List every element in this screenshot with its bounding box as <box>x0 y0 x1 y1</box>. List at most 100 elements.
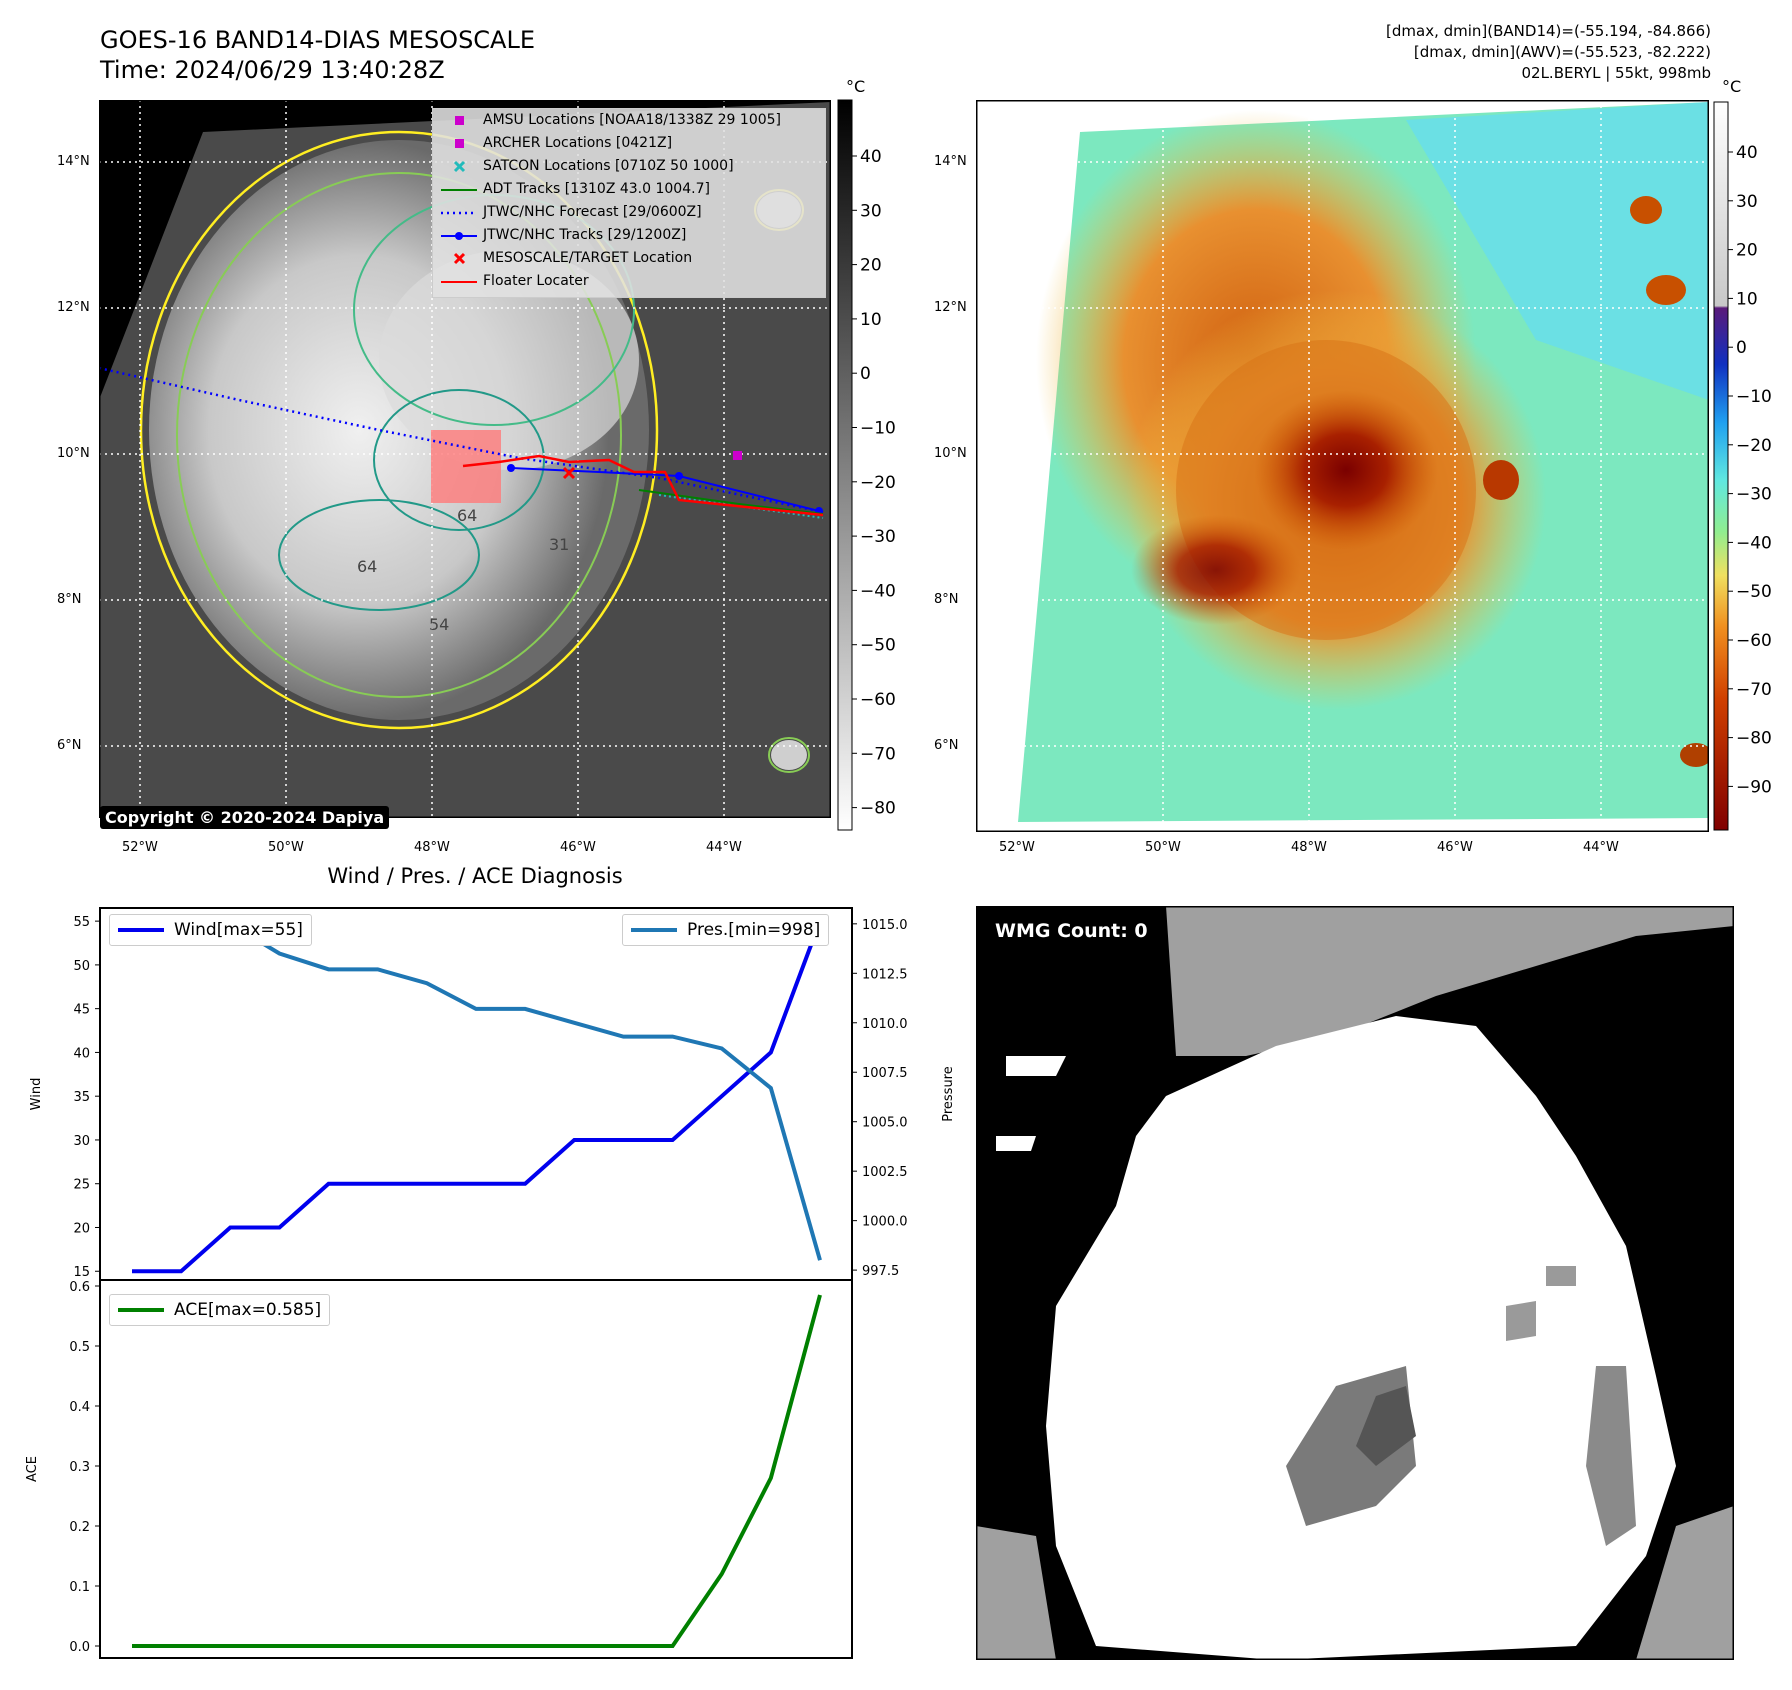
legend-ace-label: ACE[max=0.585] <box>174 1300 322 1320</box>
y2-tick-label: 997.5 <box>862 1264 899 1279</box>
diagnosis-charts: Wind / Pres. / ACE Diagnosis 55 50 45 40 35 3… <box>25 864 956 1659</box>
legend-symbol <box>441 211 477 215</box>
legend-wind-label: Wind[max=55] <box>174 920 303 940</box>
lon-tick-label: 50°W <box>1145 840 1181 855</box>
legend-swatch <box>631 928 677 932</box>
lat-tick-label: 12°N <box>57 300 90 315</box>
lon-tick-label: 46°W <box>1437 840 1473 855</box>
map-legend-entry: JTWC/NHC Forecast [29/0600Z] <box>433 201 825 224</box>
colorbar-tick-label: −30 <box>1736 485 1772 505</box>
colorbar-tick-label: 0 <box>860 364 871 384</box>
map-legend: AMSU Locations [NOAA18/1338Z 29 1005] ARC… <box>432 108 826 298</box>
legend-label: JTWC/NHC Forecast [29/0600Z] <box>483 204 702 220</box>
lat-tick-label: 8°N <box>57 592 82 607</box>
colorbar-grayscale: °C 40 30 20 10 0 −10 −20 −30 −40 −50 −60 −70 −80 <box>837 77 896 831</box>
wind-axis-label: Wind <box>29 1078 44 1111</box>
colorbar-tick-label: 20 <box>860 256 882 276</box>
y-tick-label: 30 <box>73 1134 90 1149</box>
colorbar-tick-label: −20 <box>1736 436 1772 456</box>
contour-label: 31 <box>549 535 569 554</box>
colorbar-tick-label: −90 <box>1736 777 1772 797</box>
y-tick-label: 40 <box>73 1046 90 1061</box>
y-tick-label: 45 <box>73 1003 90 1018</box>
colorbar-tick-label: −40 <box>1736 533 1772 553</box>
legend-symbol <box>441 232 477 240</box>
map-legend-entry: ADT Tracks [1310Z 43.0 1004.7] <box>433 178 825 201</box>
y-tick-label: 0.6 <box>69 1280 90 1295</box>
y-tick-label: 0.1 <box>69 1580 90 1595</box>
colorbar-tick-label: −10 <box>1736 387 1772 407</box>
legend-label: Floater Locater <box>483 273 589 289</box>
y-tick-label: 50 <box>73 959 90 974</box>
copyright-label: Copyright © 2020-2024 Dapiya <box>100 806 390 829</box>
y-tick-label: 25 <box>73 1178 90 1193</box>
lon-tick-label: 44°W <box>1583 840 1619 855</box>
colorbar-tick-label: −70 <box>1736 680 1772 700</box>
y2-tick-label: 1000.0 <box>862 1215 908 1230</box>
pressure-axis-label: Pressure <box>941 1066 956 1122</box>
best-track <box>510 467 824 513</box>
lat-tick-label: 6°N <box>57 738 82 753</box>
legend-symbol <box>455 139 464 148</box>
y2-tick-label: 1007.5 <box>862 1066 908 1081</box>
colorbar-tick-label: 30 <box>860 201 882 221</box>
colorbar-tick-label: 40 <box>860 147 882 167</box>
lon-tick-label: 48°W <box>1291 840 1327 855</box>
amsu-marker <box>733 451 742 460</box>
y-tick-label: 15 <box>73 1265 90 1280</box>
colorbar-tick-label: −50 <box>860 636 896 656</box>
info-storm: 02L.BERYL | 55kt, 998mb <box>1521 64 1711 82</box>
y-tick-label: 0.0 <box>69 1640 90 1655</box>
colorbar-tick-label: −80 <box>860 799 896 819</box>
info-awv: [dmax, dmin](AWV)=(-55.523, -82.222) <box>1413 43 1711 61</box>
ace-series-line <box>132 1294 822 1648</box>
wmg-mask <box>976 906 1734 1660</box>
y-tick-label: 55 <box>73 915 90 930</box>
lon-tick-label: 50°W <box>268 840 304 855</box>
colorbar-tick-label: −70 <box>860 744 896 764</box>
contour-label: 64 <box>357 557 377 576</box>
legend-label: AMSU Locations [NOAA18/1338Z 29 1005] <box>483 112 782 128</box>
legend-pressure-label: Pres.[min=998] <box>687 920 821 940</box>
map-legend-entry: JTWC/NHC Tracks [29/1200Z] <box>433 224 825 247</box>
pressure-series-line <box>132 921 822 1261</box>
lat-tick-label: 10°N <box>934 446 967 461</box>
legend-symbol <box>453 160 466 173</box>
y-tick-label: 0.3 <box>69 1460 90 1475</box>
legend-symbol <box>455 116 464 125</box>
info-band14: [dmax, dmin](BAND14)=(-55.194, -84.866) <box>1386 22 1711 40</box>
legend-label: SATCON Locations [0710Z 50 1000] <box>483 158 734 174</box>
target-marker <box>562 466 576 480</box>
colorbar-unit: °C <box>1722 77 1741 96</box>
lat-tick-label: 8°N <box>934 592 959 607</box>
contour-label: 64 <box>457 506 477 525</box>
colorbar-tick-label: −50 <box>1736 582 1772 602</box>
wmg-count-badge: WMG Count: 0 <box>989 917 1154 945</box>
y-tick-label: 20 <box>73 1221 90 1236</box>
legend-swatch <box>118 1308 164 1312</box>
map-legend-entry: Floater Locater <box>433 270 825 293</box>
lat-tick-label: 6°N <box>934 738 959 753</box>
y-tick-label: 35 <box>73 1090 90 1105</box>
map-gridlines <box>976 100 1709 832</box>
wind-plot-frame <box>99 907 853 1281</box>
chart-time: Time: 2024/06/29 13:40:28Z <box>100 56 445 84</box>
y2-tick-label: 1010.0 <box>862 1017 908 1032</box>
diagnosis-title: Wind / Pres. / ACE Diagnosis <box>327 864 622 888</box>
y2-tick-label: 1015.0 <box>862 918 908 933</box>
colorbar-tick-label: −30 <box>860 527 896 547</box>
ir-map-color <box>976 100 1709 832</box>
legend-label: MESOSCALE/TARGET Location <box>483 250 693 266</box>
y-tick-label: 0.4 <box>69 1400 90 1415</box>
y2-tick-label: 1012.5 <box>862 967 908 982</box>
colorbar-color: °C 40 30 20 10 0 −10 −20 −30 −40 −50 −60 −70 −80 −90 <box>1713 77 1772 831</box>
legend-symbol <box>453 252 466 265</box>
wmg-region-white <box>1046 1016 1676 1660</box>
contour-label: 54 <box>429 615 449 634</box>
chart-title: GOES-16 BAND14-DIAS MESOSCALE <box>100 26 536 54</box>
colorbar-tick-label: 20 <box>1736 241 1758 261</box>
y2-tick-label: 1002.5 <box>862 1165 908 1180</box>
colorbar-tick-label: 40 <box>1736 143 1758 163</box>
colorbar-tick-label: 10 <box>860 310 882 330</box>
legend-symbol <box>441 281 477 283</box>
